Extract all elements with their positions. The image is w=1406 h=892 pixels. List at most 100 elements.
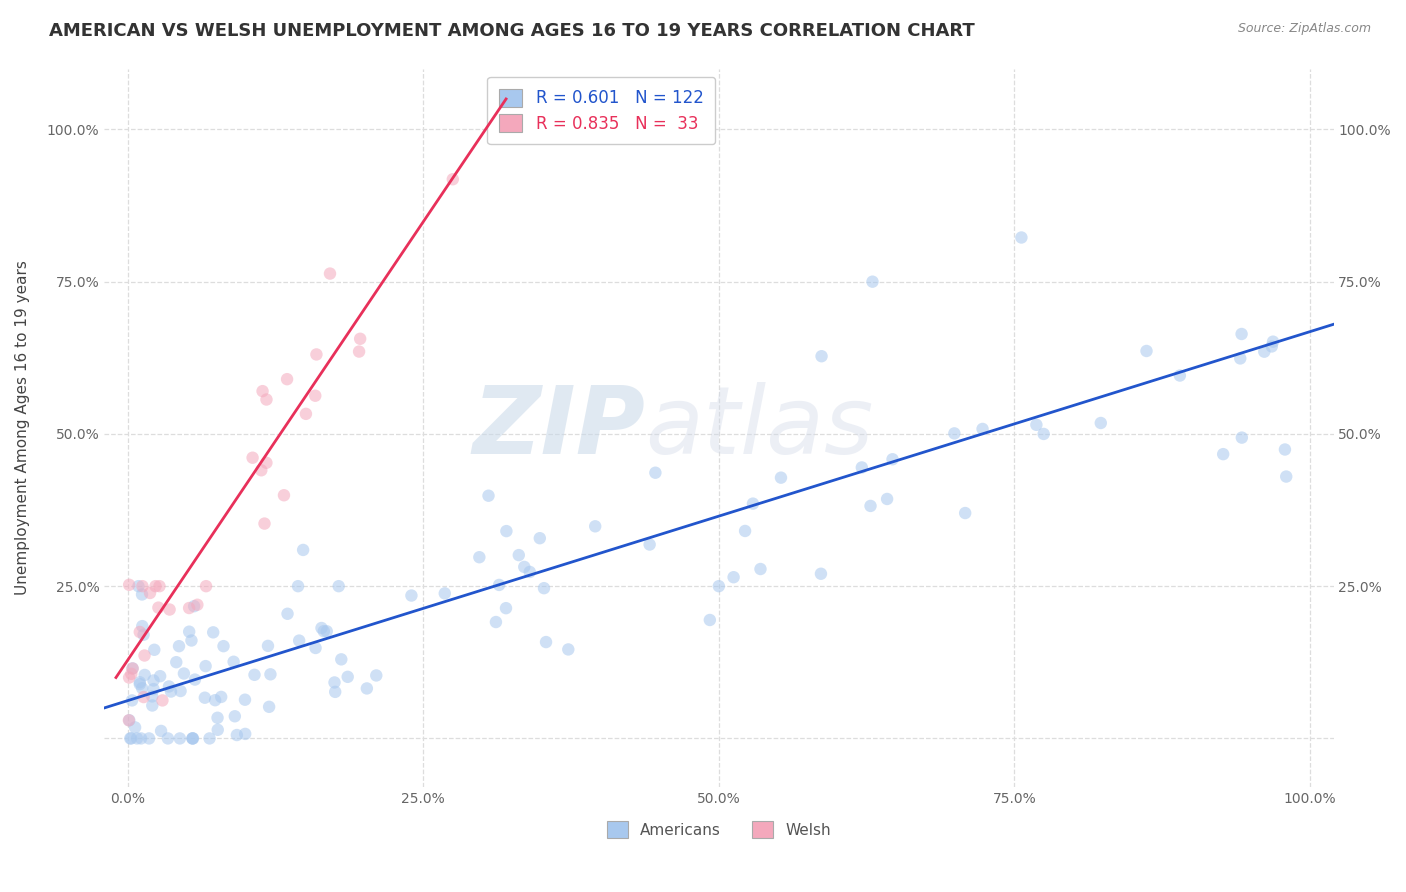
Point [242, 450, 264, 465]
Point [557, 642, 579, 657]
Point [485, 615, 508, 629]
Point [304, 389, 326, 403]
Point [233, 727, 256, 741]
Point [583, 519, 606, 533]
Point [533, 581, 555, 595]
Point [167, 639, 190, 653]
Point [256, 392, 278, 407]
Point [699, 613, 721, 627]
Point [859, 499, 882, 513]
Point [152, 693, 174, 707]
Point [250, 463, 273, 477]
Point [179, 624, 201, 639]
Point [259, 667, 281, 681]
Point [131, 579, 153, 593]
Point [180, 633, 202, 648]
Point [132, 628, 155, 642]
Point [953, 506, 976, 520]
Point [120, 731, 142, 746]
Point [139, 586, 162, 600]
Point [207, 723, 229, 737]
Point [851, 460, 873, 475]
Point [644, 466, 666, 480]
Point [118, 714, 141, 728]
Point [198, 731, 221, 746]
Point [131, 681, 153, 696]
Point [441, 172, 464, 186]
Point [495, 524, 517, 538]
Point [468, 550, 491, 565]
Point [233, 692, 256, 706]
Text: Source: ZipAtlas.com: Source: ZipAtlas.com [1237, 22, 1371, 36]
Point [315, 624, 337, 639]
Point [876, 491, 898, 506]
Point [1275, 469, 1298, 483]
Point [311, 621, 333, 635]
Point [243, 668, 266, 682]
Point [366, 668, 388, 682]
Point [142, 682, 165, 697]
Point [1261, 339, 1284, 353]
Point [127, 579, 149, 593]
Point [287, 579, 309, 593]
Point [252, 384, 274, 398]
Point [529, 531, 551, 545]
Point [312, 624, 335, 639]
Point [181, 731, 204, 746]
Point [972, 422, 994, 436]
Point [181, 731, 204, 746]
Point [224, 709, 246, 723]
Point [142, 673, 165, 688]
Point [534, 635, 557, 649]
Point [1168, 368, 1191, 383]
Point [1230, 326, 1253, 341]
Point [121, 661, 143, 675]
Point [129, 731, 152, 746]
Point [707, 579, 730, 593]
Point [330, 652, 353, 666]
Point [1025, 417, 1047, 432]
Point [148, 600, 170, 615]
Point [131, 587, 153, 601]
Point [169, 731, 191, 746]
Point [638, 537, 661, 551]
Point [181, 731, 204, 746]
Point [149, 669, 172, 683]
Point [145, 579, 167, 593]
Point [157, 680, 180, 694]
Point [254, 456, 277, 470]
Point [304, 640, 326, 655]
Point [209, 690, 232, 704]
Point [207, 711, 229, 725]
Point [204, 693, 226, 707]
Point [212, 639, 235, 653]
Point [862, 275, 884, 289]
Point [1261, 334, 1284, 349]
Point [1230, 431, 1253, 445]
Point [1229, 351, 1251, 366]
Point [186, 598, 208, 612]
Text: ZIP: ZIP [472, 382, 645, 474]
Point [1032, 426, 1054, 441]
Text: atlas: atlas [645, 383, 873, 474]
Point [253, 516, 276, 531]
Point [118, 578, 141, 592]
Point [276, 372, 298, 386]
Point [195, 579, 218, 593]
Point [159, 602, 181, 616]
Point [292, 543, 315, 558]
Point [769, 470, 792, 484]
Point [143, 642, 166, 657]
Point [128, 677, 150, 691]
Point [141, 698, 163, 713]
Point [134, 668, 156, 682]
Point [257, 639, 280, 653]
Point [488, 578, 510, 592]
Point [810, 349, 832, 363]
Point [194, 659, 217, 673]
Point [742, 497, 765, 511]
Point [319, 267, 342, 281]
Text: AMERICAN VS WELSH UNEMPLOYMENT AMONG AGES 16 TO 19 YEARS CORRELATION CHART: AMERICAN VS WELSH UNEMPLOYMENT AMONG AGE… [49, 22, 974, 40]
Point [323, 675, 346, 690]
Point [349, 332, 371, 346]
